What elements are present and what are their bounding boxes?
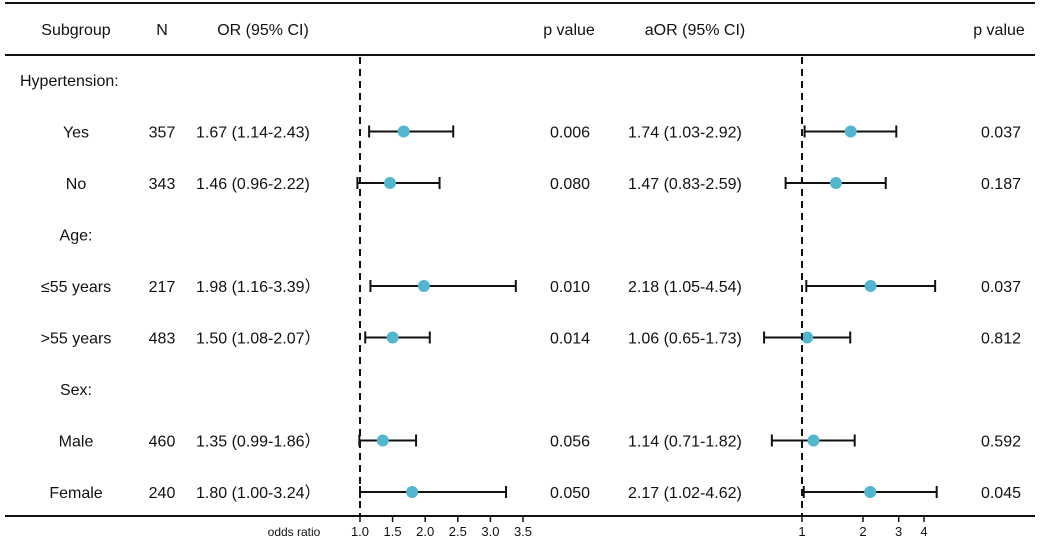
aor-ci-text: 2.17 (1.02-4.62)	[628, 485, 742, 502]
p-value: 0.006	[550, 125, 590, 142]
subgroup-label: Female	[49, 485, 102, 502]
aor-point-estimate	[807, 434, 820, 447]
n-value: 240	[149, 485, 176, 502]
col-header-subgroup: Subgroup	[41, 22, 110, 39]
aor-point-estimate	[844, 125, 857, 138]
panel1-tick-label: 1.5	[384, 524, 402, 539]
col-header-aor: aOR (95% CI)	[645, 22, 745, 39]
panel1-tick-label: 2.5	[449, 524, 467, 539]
subgroup-label: Male	[59, 434, 94, 451]
aor-ci-text: 1.74 (1.03-2.92)	[628, 125, 742, 142]
subgroup-label: Yes	[63, 125, 89, 142]
aor-point-estimate	[864, 486, 877, 498]
table-row: Yes 357 1.67 (1.14-2.43) 0.006 1.74 (1.03-2.…	[63, 125, 1021, 142]
or-ci-text: 1.46 (0.96-2.22)	[196, 176, 310, 193]
n-value: 483	[149, 331, 176, 348]
aor-point-estimate	[829, 177, 842, 189]
col-header-or: OR (95% CI)	[217, 22, 309, 39]
subgroup-label: >55 years	[41, 331, 112, 348]
col-header-n: N	[156, 22, 168, 39]
or-ci-text: 1.50 (1.08-2.07）	[196, 330, 321, 348]
aor-ci-text: 1.06 (0.65-1.73)	[628, 331, 742, 348]
group-header-row: Sex:	[60, 382, 92, 399]
p-value: 0.050	[550, 485, 590, 502]
n-value: 357	[149, 125, 176, 142]
aor-ci-text: 2.18 (1.05-4.54)	[628, 279, 742, 296]
subgroup-label: ≤55 years	[41, 279, 111, 296]
aor-point-estimate	[801, 331, 814, 344]
group-header-row: Age:	[60, 228, 93, 245]
aor-ci-text: 1.14 (0.71-1.82)	[628, 434, 742, 451]
n-value: 217	[149, 279, 176, 296]
adjusted-p-value: 0.037	[981, 279, 1021, 296]
col-header-adjusted-p-value: p value	[973, 22, 1025, 39]
subgroup-label: No	[66, 176, 87, 193]
or-ci-text: 1.80 (1.00-3.24）	[196, 484, 321, 502]
table-row: Male 460 1.35 (0.99-1.86） 0.056 1.14 (0.71-1…	[59, 433, 1021, 451]
col-header-p-value: p value	[543, 22, 595, 39]
panel1-tick-label: 3.0	[481, 524, 499, 539]
table-row: No 343 1.46 (0.96-2.22) 0.080 1.47 (0.83-2.5…	[66, 176, 1021, 193]
or-point-estimate	[386, 331, 399, 344]
or-point-estimate	[383, 177, 396, 189]
or-point-estimate	[406, 486, 419, 498]
n-value: 343	[149, 176, 176, 193]
panel1-tick-label: 2.0	[416, 524, 434, 539]
group-label: Sex:	[60, 382, 92, 399]
group-label: Age:	[60, 228, 93, 245]
group-header-row: Hypertension:	[20, 73, 119, 90]
or-point-estimate	[376, 434, 389, 447]
or-ci-text: 1.67 (1.14-2.43)	[196, 125, 310, 142]
panel2-tick-label: 2	[859, 524, 866, 539]
or-ci-text: 1.98 (1.16-3.39）	[196, 278, 321, 296]
p-value: 0.080	[550, 176, 590, 193]
aor-point-estimate	[864, 280, 877, 292]
panel1-xlabel: odds ratio	[268, 525, 321, 539]
or-point-estimate	[397, 125, 410, 138]
or-point-estimate	[417, 280, 430, 292]
axes-layer: 1.0 1.5 2.0 2.5 3.0 3.5 1 2 3 4	[351, 516, 928, 539]
table-row: Female 240 1.80 (1.00-3.24） 0.050 2.17 (1.02…	[49, 484, 1021, 502]
adjusted-p-value: 0.812	[981, 331, 1021, 348]
adjusted-p-value: 0.045	[981, 485, 1021, 502]
adjusted-p-value: 0.187	[981, 176, 1021, 193]
panel2-tick-label: 1	[798, 524, 805, 539]
adjusted-p-value: 0.037	[981, 125, 1021, 142]
adjusted-p-value: 0.592	[981, 434, 1021, 451]
p-value: 0.014	[550, 331, 590, 348]
table-row: >55 years 483 1.50 (1.08-2.07） 0.014 1.06 (0…	[41, 330, 1021, 348]
group-label: Hypertension:	[20, 73, 119, 90]
panel2-tick-label: 3	[895, 524, 902, 539]
n-value: 460	[149, 434, 176, 451]
panel1-tick-label: 3.5	[514, 524, 532, 539]
panel2-tick-label: 4	[920, 524, 927, 539]
panel1-tick-label: 1.0	[351, 524, 369, 539]
p-value: 0.056	[550, 434, 590, 451]
rows-layer: Hypertension: Yes 357 1.67 (1.14-2.43) 0.006…	[20, 73, 1021, 502]
table-row: ≤55 years 217 1.98 (1.16-3.39） 0.010 2.18 (1…	[41, 278, 1021, 296]
or-ci-text: 1.35 (0.99-1.86）	[196, 433, 321, 451]
aor-ci-text: 1.47 (0.83-2.59)	[628, 176, 742, 193]
p-value: 0.010	[550, 279, 590, 296]
